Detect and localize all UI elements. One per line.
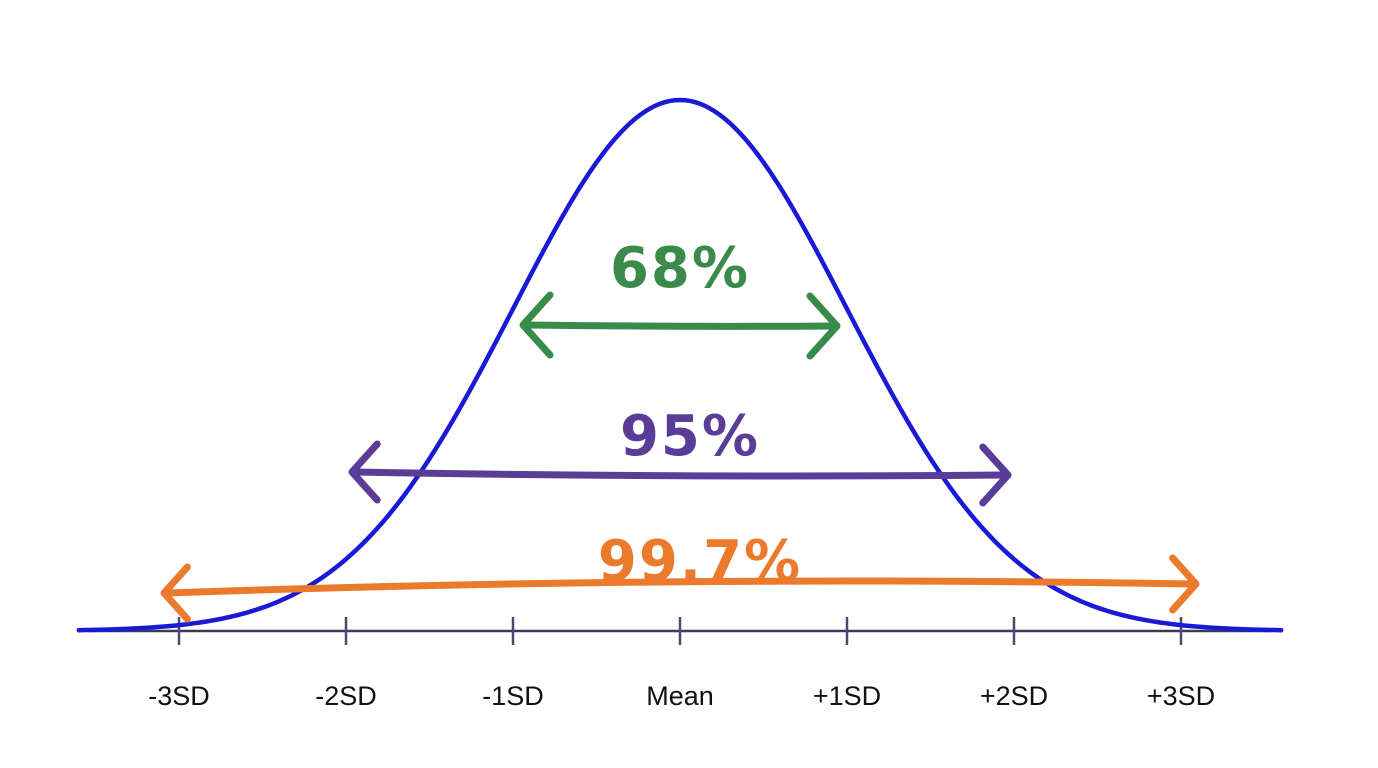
range-arrowhead-right (1169, 554, 1200, 614)
bell-curve-series (76, 97, 1284, 633)
tick-label: -2SD (315, 681, 377, 711)
tick-label: -3SD (148, 681, 210, 711)
range-arrow-shaft (523, 321, 837, 330)
sd-range-arrows: 68% 95% 99.7% (160, 236, 1200, 623)
range-percent-label: 99.7% (598, 529, 802, 594)
range-arrow-shaft (352, 468, 1008, 480)
range-arrow-95: 95% (348, 404, 1012, 507)
tick-label: +3SD (1147, 681, 1215, 711)
range-arrowhead-left (348, 440, 381, 504)
x-axis (88, 617, 1272, 645)
bell-curve-line (76, 97, 1284, 633)
range-arrowhead-left (519, 291, 554, 359)
range-percent-label: 95% (620, 404, 760, 469)
range-percent-label: 68% (610, 236, 750, 301)
tick-label: Mean (646, 681, 714, 711)
range-arrow-shaft (164, 577, 1196, 597)
range-arrow-997: 99.7% (160, 529, 1200, 623)
tick-labels: -3SD -2SD -1SD Mean +1SD +2SD +3SD (148, 681, 1215, 711)
range-arrowhead-right (806, 292, 841, 360)
range-arrow-68: 68% (519, 236, 841, 360)
tick-label: -1SD (482, 681, 544, 711)
tick-label: +1SD (813, 681, 881, 711)
range-arrowhead-right (979, 443, 1012, 507)
tick-label: +2SD (980, 681, 1048, 711)
range-arrowhead-left (160, 563, 191, 623)
